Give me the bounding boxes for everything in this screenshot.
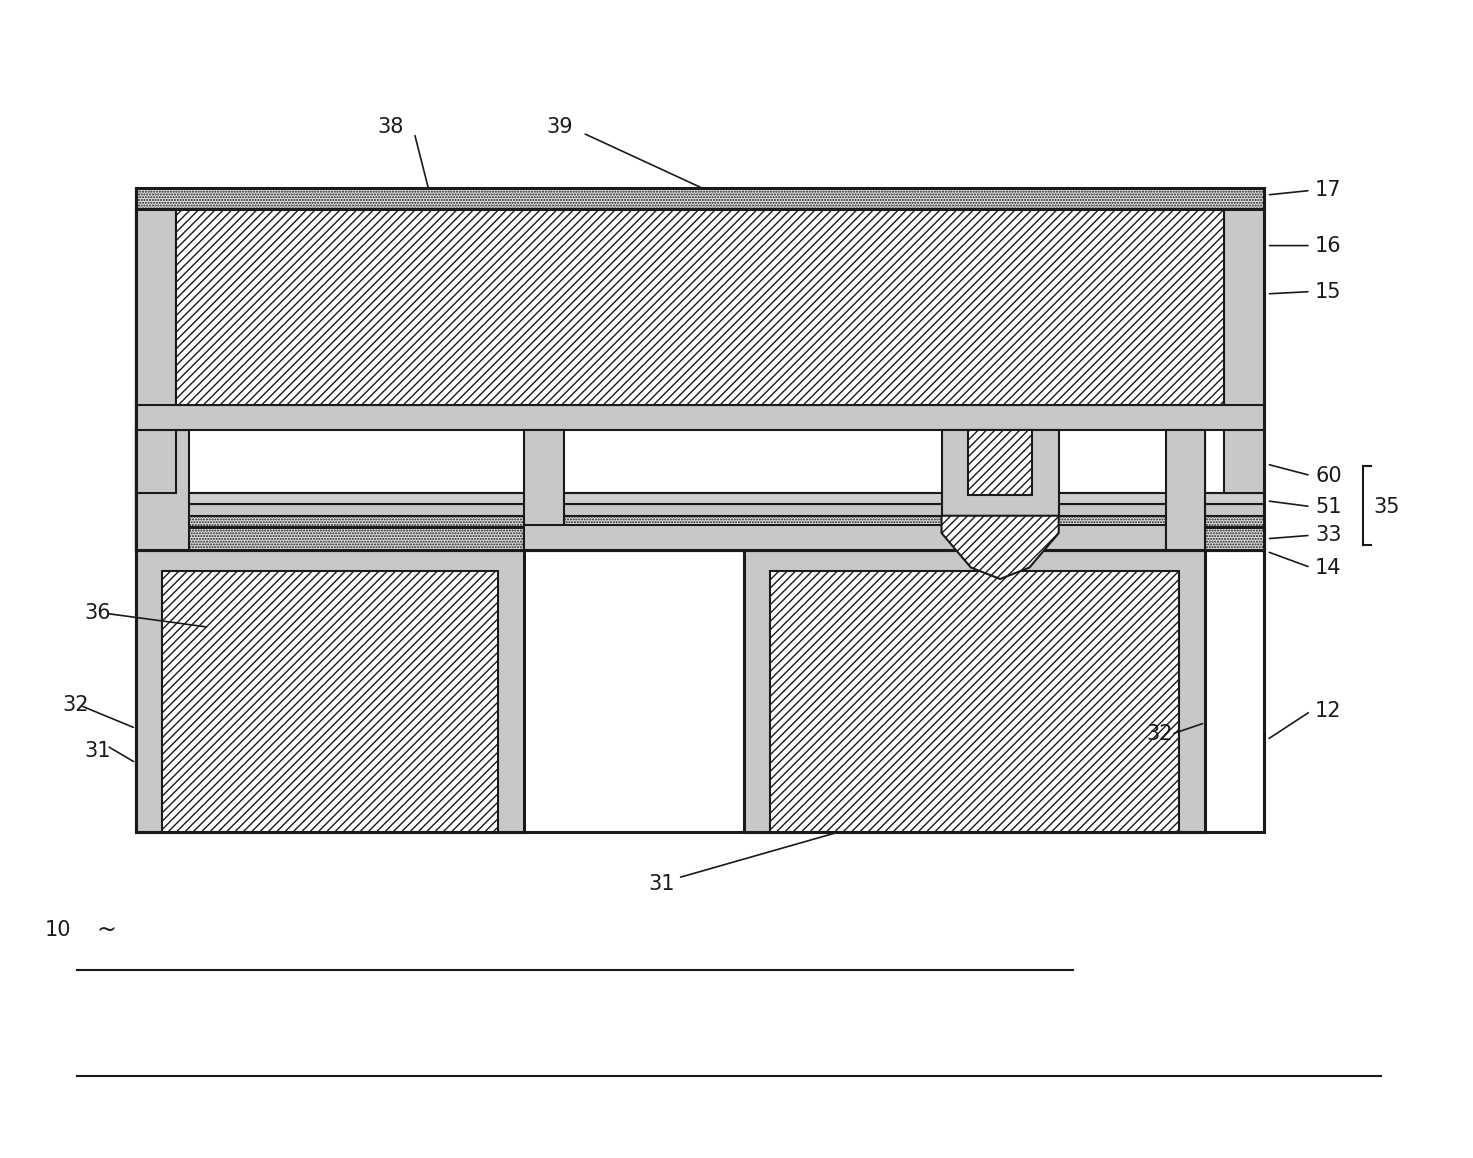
Bar [136, 515, 1264, 527]
Text: 12: 12 [1315, 702, 1342, 721]
Bar [1178, 430, 1205, 550]
Text: 31: 31 [85, 741, 112, 762]
Text: 35: 35 [1374, 497, 1401, 516]
Bar [524, 430, 564, 550]
Bar [136, 404, 1264, 430]
Bar [136, 188, 1264, 208]
Bar [136, 493, 1264, 504]
Bar [136, 208, 175, 493]
Text: 32: 32 [1146, 724, 1173, 745]
Bar [1165, 430, 1205, 550]
Bar [175, 208, 1224, 404]
Text: ~: ~ [96, 917, 116, 941]
Text: 15: 15 [1315, 281, 1342, 301]
Text: 32: 32 [63, 696, 90, 716]
Bar [136, 527, 1264, 550]
Text: 17: 17 [1315, 181, 1342, 200]
Text: 36: 36 [85, 603, 112, 623]
Bar [744, 550, 1205, 831]
Text: 10: 10 [46, 919, 72, 939]
Bar [136, 208, 1264, 493]
Bar [1224, 208, 1264, 493]
Text: 51: 51 [1315, 497, 1342, 516]
Bar [968, 430, 1033, 496]
Bar [136, 430, 162, 550]
Bar [136, 550, 1264, 831]
Text: 33: 33 [1315, 526, 1342, 545]
Polygon shape [941, 515, 1059, 579]
Bar [770, 571, 1178, 831]
Bar [136, 504, 1264, 515]
Bar [136, 527, 1264, 550]
Bar [941, 430, 1059, 515]
Text: 14: 14 [1315, 557, 1342, 578]
Text: 38: 38 [377, 117, 404, 137]
Bar [136, 430, 189, 550]
Text: 60: 60 [1315, 466, 1342, 485]
Bar [524, 526, 1165, 550]
Text: 31: 31 [648, 873, 675, 894]
Text: 39: 39 [546, 117, 573, 137]
Bar [136, 550, 524, 831]
Text: 16: 16 [1315, 235, 1342, 256]
Bar [162, 571, 498, 831]
